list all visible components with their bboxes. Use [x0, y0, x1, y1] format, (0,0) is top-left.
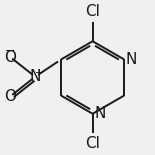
- Text: N: N: [94, 106, 106, 121]
- Text: −: −: [4, 45, 15, 58]
- Text: O: O: [4, 50, 16, 65]
- Text: +: +: [35, 68, 44, 78]
- Text: N: N: [29, 69, 41, 84]
- Text: Cl: Cl: [85, 136, 100, 151]
- Text: O: O: [4, 89, 16, 104]
- Text: Cl: Cl: [85, 4, 100, 19]
- Text: N: N: [126, 52, 137, 67]
